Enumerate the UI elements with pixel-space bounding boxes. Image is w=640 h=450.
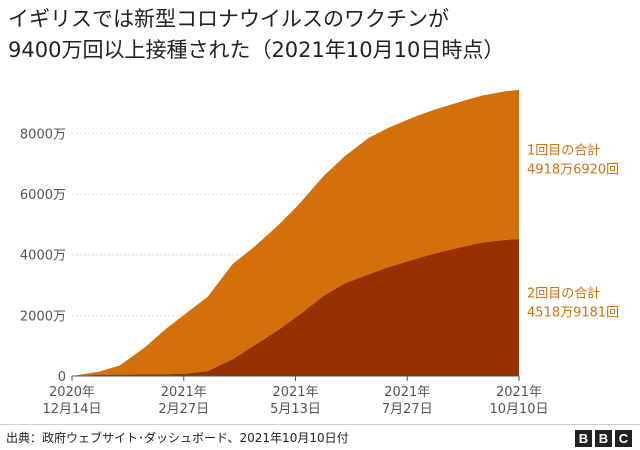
- x-tick-label-date: 12月14日: [42, 402, 101, 417]
- source-note: 出典：政府ウェブサイト･ダッシュボード、2021年10月10日付: [6, 431, 349, 445]
- bbc-logo-letter: C: [615, 430, 632, 447]
- x-tick-label-date: 7月27日: [382, 402, 433, 417]
- bbc-logo-letter: B: [595, 430, 612, 447]
- footer-divider: [0, 424, 640, 425]
- y-tick-label: 0: [58, 370, 66, 385]
- first-dose-label: 1回目の合計: [527, 142, 600, 158]
- x-tick-label-year: 2020年: [49, 385, 95, 400]
- vaccination-area-chart: 0 2000万 4000万 6000万 8000万 2020年 12月14日 2021年 2月2…: [20, 89, 619, 417]
- bbc-logo-letter: B: [575, 430, 592, 447]
- chart-title: イギリスでは新型コロナウイルスのワクチンが 9400万回以上接種された（2021…: [8, 4, 628, 66]
- second-dose-area: [72, 239, 519, 376]
- second-dose-total: 4518万9181回: [527, 306, 619, 321]
- y-tick-label: 4000万: [20, 249, 66, 264]
- x-tick-label-date: 5月13日: [270, 402, 321, 417]
- first-dose-total: 4918万6920回: [527, 162, 619, 177]
- chart-title-line2: 9400万回以上接種された（2021年10月10日時点）: [8, 38, 505, 62]
- second-dose-label: 2回目の合計: [527, 286, 600, 302]
- x-tick-label-date: 10月10日: [489, 402, 548, 417]
- first-dose-area: [72, 89, 519, 377]
- x-tick-label-date: 2月27日: [158, 402, 209, 417]
- x-tick-label-year: 2021年: [161, 385, 207, 400]
- x-tick-label-year: 2021年: [272, 385, 318, 400]
- chart-title-line1: イギリスでは新型コロナウイルスのワクチンが: [8, 7, 449, 31]
- y-tick-label: 2000万: [20, 309, 66, 324]
- y-tick-label: 8000万: [20, 127, 66, 142]
- bbc-logo: B B C: [575, 430, 632, 447]
- y-tick-label: 6000万: [20, 188, 66, 203]
- x-tick-label-year: 2021年: [496, 385, 542, 400]
- x-tick-label-year: 2021年: [384, 385, 430, 400]
